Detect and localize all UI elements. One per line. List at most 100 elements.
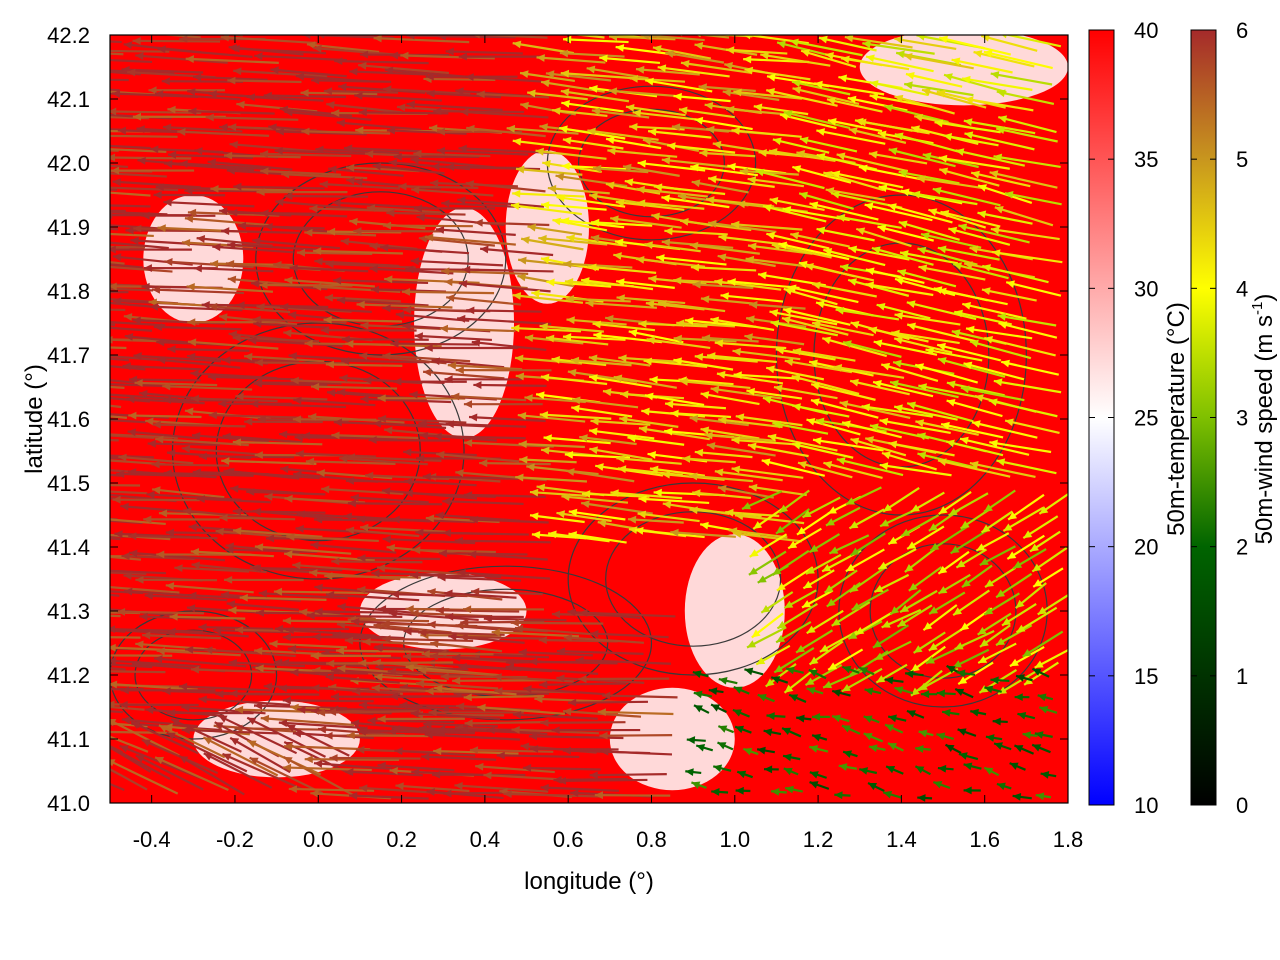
- wind-arrow-shaft: [110, 759, 179, 795]
- wind-arrow-head: [376, 564, 386, 572]
- wind-arrow-head: [406, 35, 415, 40]
- wind-arrow-shaft: [331, 669, 419, 677]
- wind-arrow-head: [382, 635, 391, 643]
- wind-arrow-head: [849, 584, 859, 593]
- wind-arrow-head: [552, 107, 561, 115]
- wind-arrow-head: [186, 604, 196, 613]
- wind-arrow-shaft: [963, 119, 1036, 135]
- wind-arrow-head: [803, 580, 813, 589]
- wind-arrow-head: [244, 352, 253, 361]
- wind-arrow-head: [908, 582, 918, 591]
- wind-arrow-head: [809, 656, 819, 665]
- wind-arrow-shaft: [797, 461, 853, 479]
- wind-arrow-head: [799, 191, 808, 200]
- wind-arrow-head: [588, 263, 597, 272]
- wind-arrow-head: [559, 49, 569, 58]
- wind-arrow-shaft: [469, 748, 554, 753]
- wind-arrow-head: [743, 55, 752, 64]
- wind-arrow-head: [834, 791, 843, 800]
- wind-arrow-head: [722, 88, 732, 97]
- wind-arrow-head: [112, 495, 121, 504]
- wind-arrow-head: [161, 77, 170, 86]
- wind-arrow-head: [391, 515, 400, 524]
- wind-arrow-head: [644, 241, 653, 249]
- wind-arrow-shaft: [517, 274, 575, 288]
- wind-arrow-head: [981, 35, 990, 42]
- wind-arrow-shaft: [836, 458, 904, 477]
- wind-arrow-head: [937, 287, 947, 296]
- wind-arrow-head: [636, 185, 645, 194]
- wind-arrow-shaft: [898, 221, 960, 241]
- wind-arrow-head: [638, 319, 647, 328]
- wind-arrow-head: [426, 788, 435, 796]
- wind-arrow-head: [725, 508, 734, 517]
- wind-arrow-head: [540, 373, 550, 382]
- wind-arrow-head: [664, 427, 673, 436]
- wind-arrow-shaft: [110, 144, 151, 150]
- wind-arrow-shaft: [186, 606, 269, 615]
- wind-arrow-shaft: [110, 204, 151, 208]
- wind-arrow-head: [812, 281, 821, 290]
- wind-arrow-head: [346, 453, 356, 462]
- wind-arrow-head: [602, 388, 612, 396]
- wind-arrow-head: [657, 64, 667, 73]
- wind-arrow-shaft: [590, 632, 669, 639]
- wind-arrow-head: [288, 785, 297, 794]
- wind-arrow-head: [512, 710, 522, 719]
- wind-arrow-shaft: [872, 380, 934, 398]
- wind-arrow-head: [592, 320, 602, 329]
- wind-arrow-head: [54, 641, 62, 649]
- wind-arrow-head: [727, 278, 736, 286]
- wind-arrow-head: [1004, 190, 1014, 199]
- wind-arrow-shaft: [341, 359, 430, 364]
- wind-arrow-shaft: [920, 233, 982, 249]
- wind-arrow-head: [816, 226, 826, 235]
- wind-arrow-shaft: [657, 301, 726, 313]
- wind-arrow-head: [479, 459, 488, 468]
- wind-arrow-head: [458, 52, 467, 61]
- wind-arrow-shaft: [157, 47, 253, 58]
- wind-arrow-head: [711, 788, 720, 796]
- wind-arrow-shaft: [301, 130, 391, 135]
- wind-arrow-head: [826, 97, 836, 105]
- wind-arrow-head: [918, 264, 928, 273]
- wind-arrow-head: [552, 217, 562, 226]
- wind-arrow-head: [717, 484, 727, 493]
- wind-arrow-head: [284, 192, 293, 200]
- wind-arrow-head: [518, 440, 527, 449]
- wind-arrow-head: [809, 544, 819, 553]
- wind-arrow-shaft: [716, 372, 784, 385]
- wind-arrow-head: [792, 403, 801, 411]
- wind-arrow-shaft: [239, 596, 327, 601]
- wind-arrow-head: [151, 285, 161, 294]
- wind-arrow-head: [315, 145, 324, 154]
- wind-arrow-head: [36, 123, 44, 131]
- wind-arrow-shaft: [873, 340, 938, 356]
- wind-arrow-shaft: [466, 126, 546, 138]
- wind-arrow-head: [824, 584, 834, 593]
- wind-arrow-shaft: [814, 82, 885, 96]
- wind-arrow-head: [382, 304, 391, 313]
- wind-arrow-head: [346, 176, 355, 185]
- wind-arrow-head: [344, 636, 354, 645]
- wind-arrow-shaft: [304, 758, 400, 762]
- wind-arrow-head: [557, 776, 567, 785]
- wind-arrow-head: [349, 791, 358, 800]
- x-tick-label: 1.0: [719, 827, 750, 852]
- wind-arrow-head: [356, 746, 365, 754]
- wind-arrow-shaft: [198, 455, 295, 459]
- wind-arrow-shaft: [996, 90, 1055, 106]
- wind-arrow-head: [831, 618, 841, 626]
- wind-arrow-head: [676, 319, 685, 328]
- wind-arrow-head: [212, 243, 221, 252]
- wind-arrow-head: [404, 489, 413, 498]
- wind-arrow-shaft: [691, 180, 749, 194]
- wind-arrow-head: [548, 530, 557, 539]
- wind-arrow-head: [384, 426, 393, 435]
- wind-arrow-shaft: [382, 637, 474, 642]
- wind-arrow-head: [386, 209, 395, 217]
- wind-arrow-head: [304, 228, 313, 237]
- wind-arrow-head: [147, 439, 156, 448]
- wind-arrow-shaft: [437, 576, 522, 582]
- wind-arrow-head: [884, 676, 894, 685]
